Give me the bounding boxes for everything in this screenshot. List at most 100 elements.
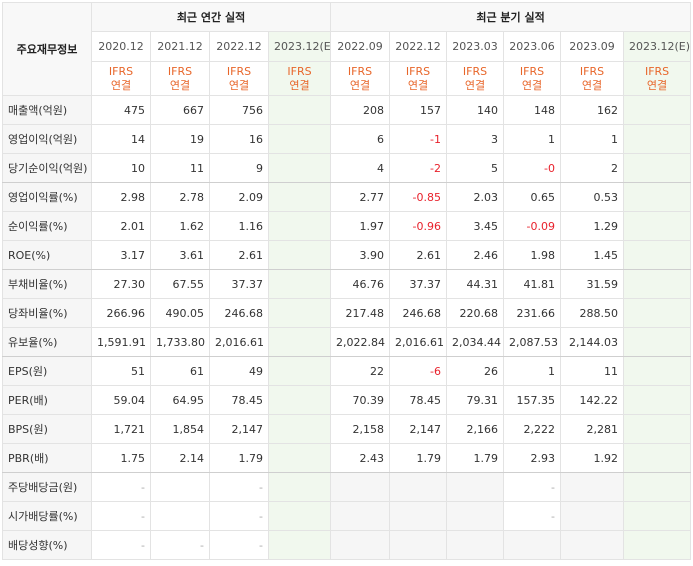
period-header: 2023.03 <box>446 31 505 62</box>
row-label: 당기순이익(억원) <box>2 153 92 183</box>
value-cell: 22 <box>330 356 391 386</box>
value-cell <box>330 472 391 502</box>
value-cell: 14 <box>91 124 151 154</box>
standard-consolidated: 연결 <box>349 78 371 92</box>
value-cell <box>446 472 505 502</box>
financial-rows: 매출액(억원) 475 667 756 208 157 140 148 162 영업이익(억원) 1… <box>2 95 692 560</box>
row-label: 매출액(억원) <box>2 95 92 125</box>
value-cell: 2.98 <box>91 182 151 212</box>
table-row: 영업이익률(%) 2.98 2.78 2.09 2.77 -0.85 2.03 0.65 0.5… <box>2 182 692 212</box>
accounting-standard: IFRS 연결 <box>267 61 332 96</box>
value-cell <box>446 501 505 531</box>
value-cell: 9 <box>209 153 269 183</box>
value-cell: 1 <box>503 356 562 386</box>
value-cell: 246.68 <box>389 298 448 328</box>
value-cell <box>623 124 692 154</box>
value-cell: 140 <box>446 95 505 125</box>
row-label: 영업이익률(%) <box>2 182 92 212</box>
value-cell: 1.79 <box>446 443 505 473</box>
value-cell <box>330 501 391 531</box>
value-cell: 79.31 <box>446 385 505 415</box>
standard-ifrs: IFRS <box>226 64 252 78</box>
table-row: 순이익률(%) 2.01 1.62 1.16 1.97 -0.96 3.45 -0.09 1.2… <box>2 211 692 241</box>
standard-consolidated: 연결 <box>110 78 132 92</box>
accounting-standard: IFRS 연결 <box>389 61 448 96</box>
value-cell <box>560 501 625 531</box>
value-cell: - <box>91 530 151 560</box>
value-cell <box>503 530 562 560</box>
value-cell: 78.45 <box>389 385 448 415</box>
value-cell <box>623 327 692 357</box>
standard-consolidated: 연결 <box>228 78 250 92</box>
value-cell: 2,034.44 <box>446 327 505 357</box>
table-row: ROE(%) 3.17 3.61 2.61 3.90 2.61 2.46 1.98 1.45 <box>2 240 692 270</box>
value-cell: 11 <box>150 153 210 183</box>
value-cell: 11 <box>560 356 625 386</box>
value-cell: 2,016.61 <box>209 327 269 357</box>
quarterly-group-header: 최근 분기 실적 <box>330 2 692 32</box>
period-header: 2023.09 <box>560 31 625 62</box>
value-cell: 2.46 <box>446 240 505 270</box>
standard-consolidated: 연결 <box>289 78 310 92</box>
value-cell <box>267 182 332 212</box>
value-cell: 1,591.91 <box>91 327 151 357</box>
value-cell: - <box>209 472 269 502</box>
row-label: 주당배당금(원) <box>2 472 92 502</box>
value-cell: 1.98 <box>503 240 562 270</box>
row-label: BPS(원) <box>2 414 92 444</box>
value-cell <box>623 95 692 125</box>
accounting-standard: IFRS 연결 <box>209 61 269 96</box>
value-cell: 46.76 <box>330 269 391 299</box>
row-label: EPS(원) <box>2 356 92 386</box>
value-cell: 1.79 <box>389 443 448 473</box>
accounting-standard: IFRS 연결 <box>560 61 625 96</box>
period-header: 2022.09 <box>330 31 391 62</box>
table-row: 유보율(%) 1,591.91 1,733.80 2,016.61 2,022.84 2,… <box>2 327 692 357</box>
table-row: BPS(원) 1,721 1,854 2,147 2,158 2,147 2,166 2,22… <box>2 414 692 444</box>
value-cell <box>267 95 332 125</box>
standard-consolidated: 연결 <box>464 78 486 92</box>
value-cell <box>446 530 505 560</box>
value-cell: 2,087.53 <box>503 327 562 357</box>
value-cell <box>560 530 625 560</box>
value-cell: 2 <box>560 153 625 183</box>
value-cell: 0.65 <box>503 182 562 212</box>
period-header: 2023.12(E) <box>267 31 332 62</box>
value-cell <box>267 356 332 386</box>
value-cell <box>267 501 332 531</box>
table-row: PBR(배) 1.75 2.14 1.79 2.43 1.79 1.79 2.93 1.92 <box>2 443 692 473</box>
value-cell: 208 <box>330 95 391 125</box>
standard-ifrs: IFRS <box>287 64 312 78</box>
value-cell: 1,733.80 <box>150 327 210 357</box>
value-cell <box>267 124 332 154</box>
value-cell: 37.37 <box>389 269 448 299</box>
value-cell: 2.43 <box>330 443 391 473</box>
value-cell: 1.16 <box>209 211 269 241</box>
table-row: PER(배) 59.04 64.95 78.45 70.39 78.45 79.31 157.… <box>2 385 692 415</box>
value-cell <box>623 211 692 241</box>
value-cell <box>623 153 692 183</box>
value-cell: 475 <box>91 95 151 125</box>
value-cell: 61 <box>150 356 210 386</box>
row-label: 부채비율(%) <box>2 269 92 299</box>
table-row: 당좌비율(%) 266.96 490.05 246.68 217.48 246.68 220… <box>2 298 692 328</box>
standard-ifrs: IFRS <box>644 64 670 78</box>
value-cell <box>267 472 332 502</box>
value-cell: -0 <box>503 153 562 183</box>
accounting-standard: IFRS 연결 <box>446 61 505 96</box>
table-row: 매출액(억원) 475 667 756 208 157 140 148 162 <box>2 95 692 125</box>
value-cell: -0.09 <box>503 211 562 241</box>
value-cell: 1.62 <box>150 211 210 241</box>
value-cell: 162 <box>560 95 625 125</box>
value-cell: 148 <box>503 95 562 125</box>
row-label: PER(배) <box>2 385 92 415</box>
value-cell: 1.75 <box>91 443 151 473</box>
standard-ifrs: IFRS <box>462 64 488 78</box>
value-cell: 37.37 <box>209 269 269 299</box>
value-cell: 31.59 <box>560 269 625 299</box>
period-header: 2023.12(E) <box>623 31 692 62</box>
value-cell: 1,721 <box>91 414 151 444</box>
row-label: 유보율(%) <box>2 327 92 357</box>
table-row: 부채비율(%) 27.30 67.55 37.37 46.76 37.37 44.31 41.… <box>2 269 692 299</box>
